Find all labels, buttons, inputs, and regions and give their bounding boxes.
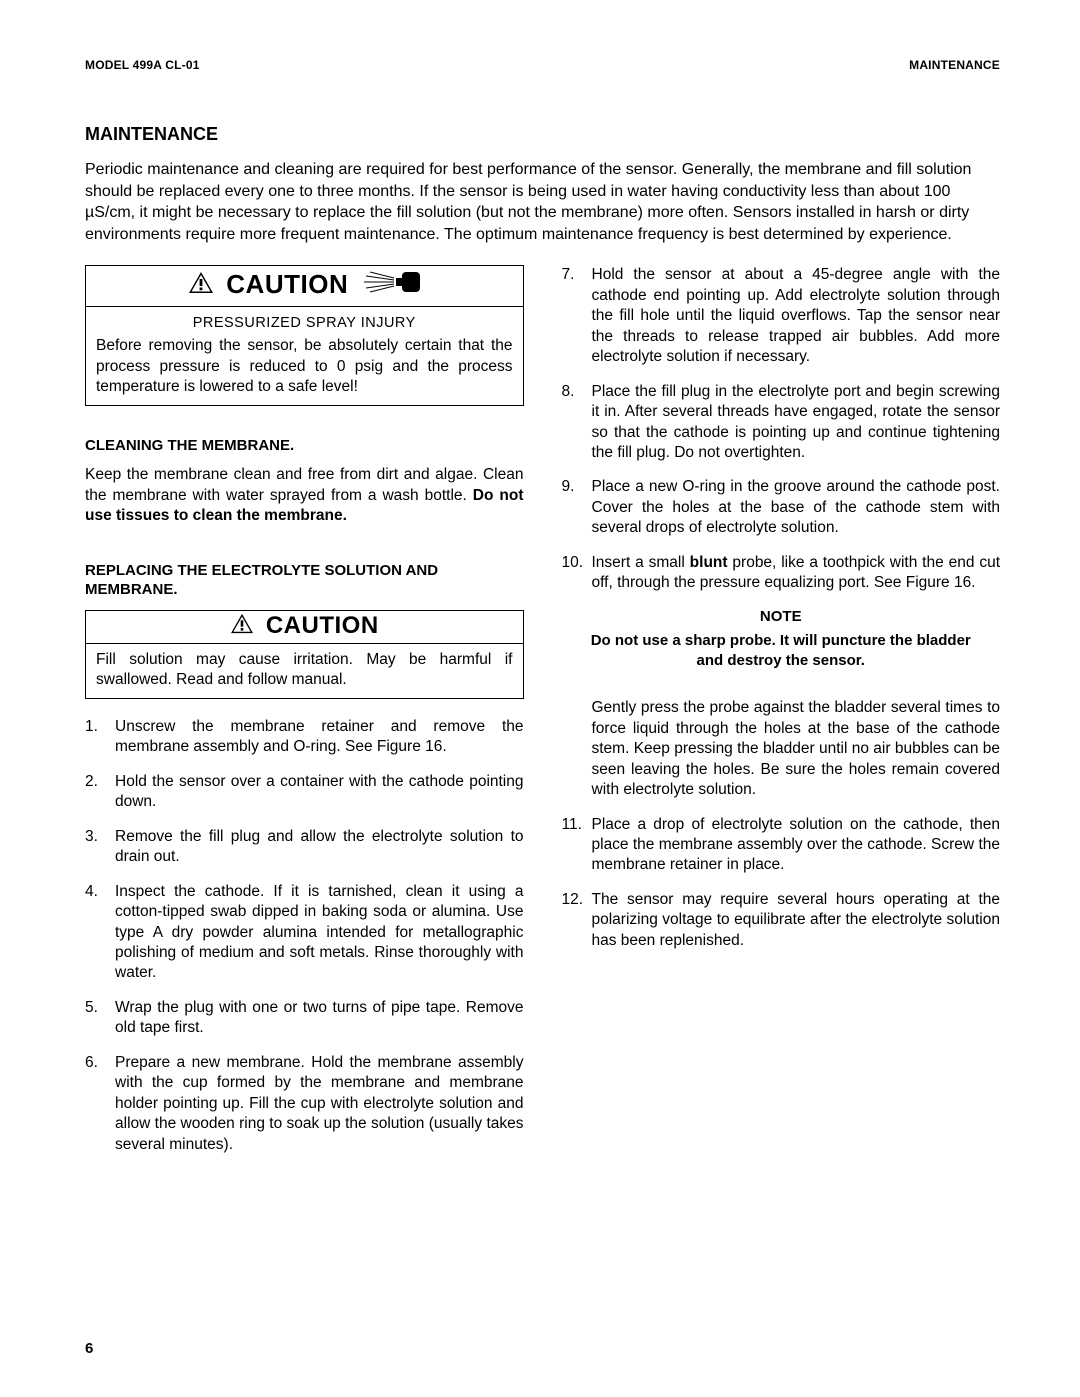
step-item: Place a new O-ring in the groove around … [562, 477, 1001, 538]
step-item: Insert a small blunt probe, like a tooth… [562, 553, 1001, 594]
step-item: Place a drop of electrolyte solution on … [562, 815, 1001, 876]
step-item: Unscrew the membrane retainer and remove… [85, 717, 524, 758]
warning-triangle-icon [188, 271, 214, 299]
header-model: MODEL 499A CL-01 [85, 58, 200, 72]
cleaning-heading: CLEANING THE MEMBRANE. [85, 436, 524, 456]
cleaning-text: Keep the membrane clean and free from di… [85, 466, 524, 503]
header-section: MAINTENANCE [909, 58, 1000, 72]
caution-body-text: Before removing the sensor, be absolutel… [96, 336, 513, 396]
step-item: Hold the sensor at about a 45-degree ang… [562, 265, 1001, 367]
two-column-layout: CAUTION [85, 265, 1000, 1169]
caution-header: CAUTION [86, 611, 523, 644]
note-body: Do not use a sharp probe. It will punctu… [584, 631, 979, 671]
left-column: CAUTION [85, 265, 524, 1169]
running-header: MODEL 499A CL-01 MAINTENANCE [85, 58, 1000, 72]
page-title: MAINTENANCE [85, 124, 1000, 145]
page: MODEL 499A CL-01 MAINTENANCE MAINTENANCE… [0, 0, 1080, 1397]
step10-bold: blunt [690, 554, 728, 571]
step-item: Wrap the plug with one or two turns of p… [85, 998, 524, 1039]
steps-list-right-a: Hold the sensor at about a 45-degree ang… [562, 265, 1001, 593]
step-item: Inspect the cathode. If it is tarnished,… [85, 882, 524, 984]
step10-pre: Insert a small [592, 554, 690, 571]
step10-continuation: Gently press the probe against the bladd… [592, 698, 1001, 800]
replacing-heading: REPLACING THE ELECTROLYTE SOLUTION AND M… [85, 561, 524, 600]
caution-label: CAUTION [226, 269, 348, 300]
steps-list-right-b: Place a drop of electrolyte solution on … [562, 815, 1001, 952]
warning-triangle-icon [230, 613, 254, 639]
step-item: Hold the sensor over a container with th… [85, 772, 524, 813]
step-item: Remove the fill plug and allow the elect… [85, 827, 524, 868]
steps-list-left: Unscrew the membrane retainer and remove… [85, 717, 524, 1155]
page-number: 6 [85, 1340, 93, 1357]
right-column: Hold the sensor at about a 45-degree ang… [562, 265, 1001, 1169]
intro-paragraph: Periodic maintenance and cleaning are re… [85, 159, 1000, 245]
step-item: The sensor may require several hours ope… [562, 890, 1001, 951]
caution-header: CAUTION [86, 266, 523, 307]
caution-subtitle: PRESSURIZED SPRAY INJURY [96, 315, 513, 331]
step-item: Place the fill plug in the electrolyte p… [562, 382, 1001, 464]
cleaning-paragraph: Keep the membrane clean and free from di… [85, 465, 524, 526]
spray-nozzle-icon [360, 269, 420, 300]
caution-body-text: Fill solution may cause irritation. May … [96, 650, 513, 690]
note-title: NOTE [562, 608, 1001, 625]
caution-box-irritation: CAUTION Fill solution may cause irritati… [85, 610, 524, 699]
caution-label: CAUTION [266, 612, 379, 640]
step-item: Prepare a new membrane. Hold the membran… [85, 1053, 524, 1155]
caution-box-spray: CAUTION [85, 265, 524, 405]
